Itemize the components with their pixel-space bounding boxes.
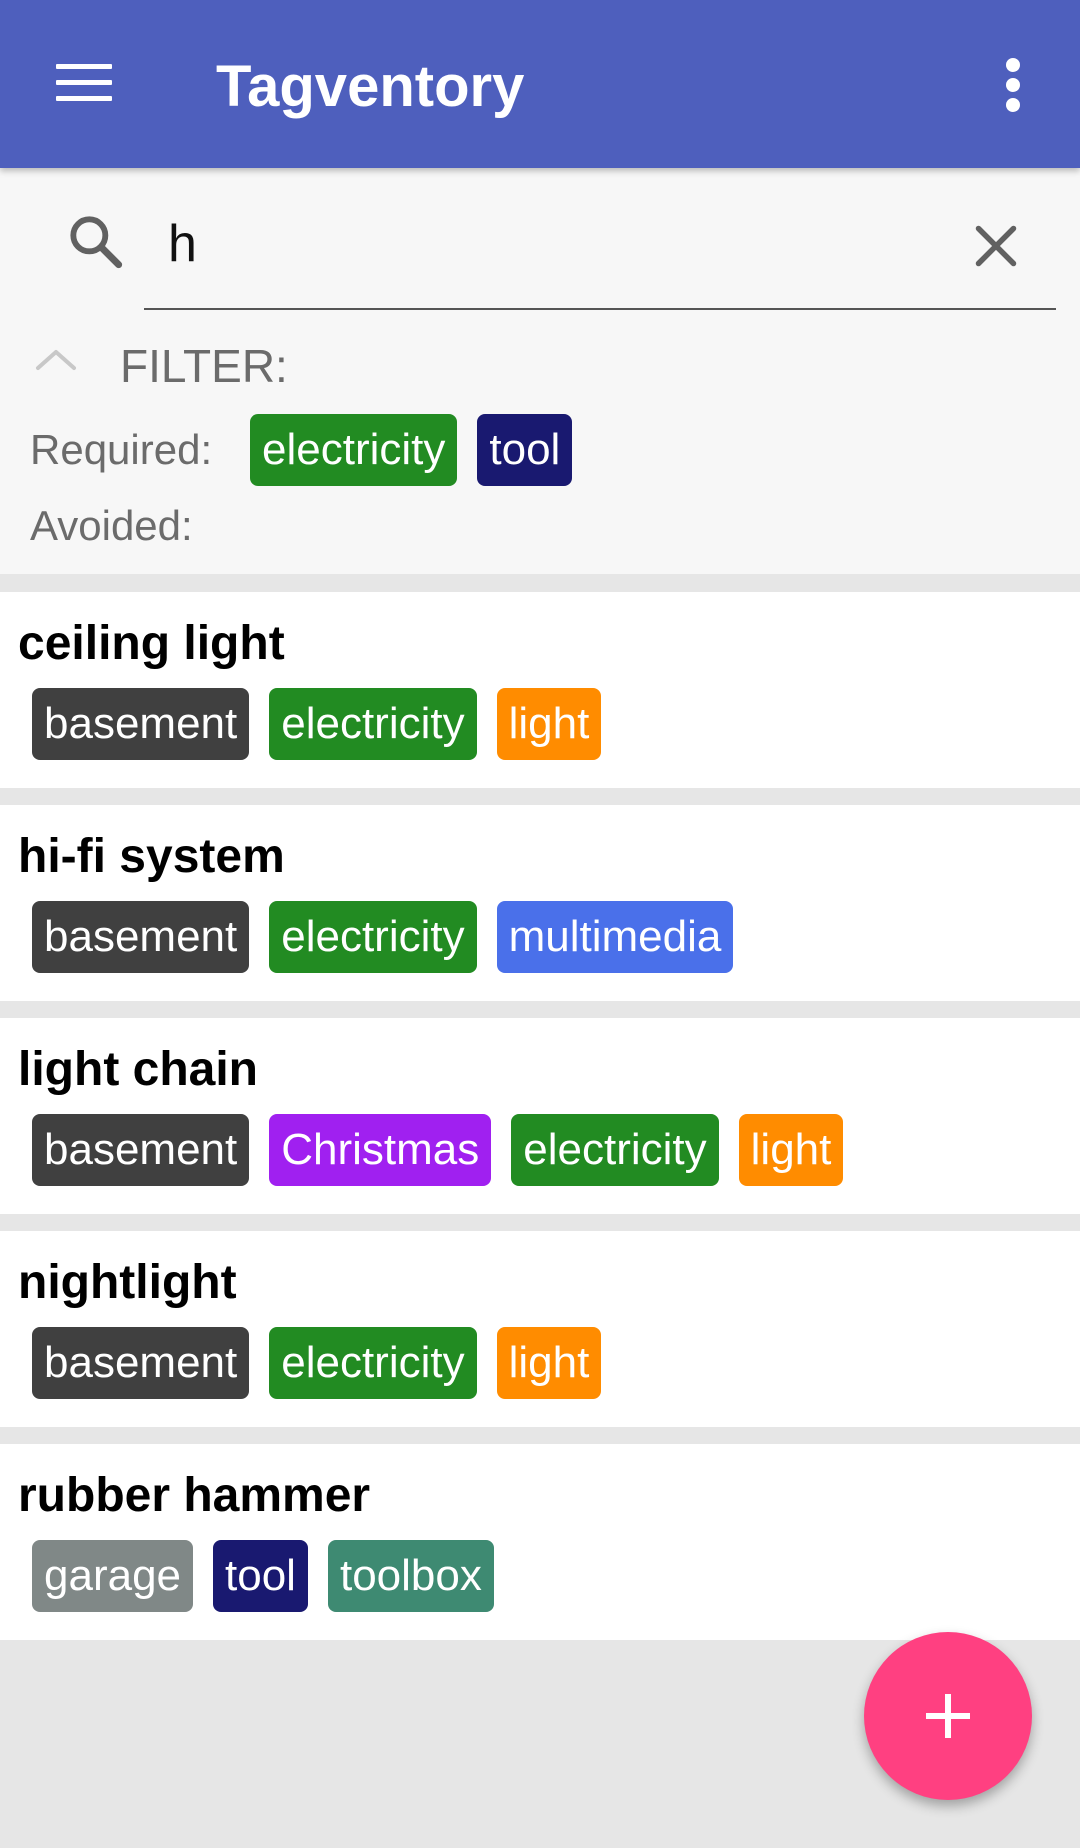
add-item-button[interactable] xyxy=(864,1632,1032,1800)
more-vert-icon[interactable] xyxy=(996,56,1032,116)
item-card-hi-fi-system[interactable]: hi-fi system basement electricity multim… xyxy=(0,805,1080,1001)
item-tags: garage tool toolbox xyxy=(32,1540,514,1612)
item-tags: basement Christmas electricity light xyxy=(32,1114,863,1186)
tag-garage[interactable]: garage xyxy=(32,1540,194,1612)
tag-basement[interactable]: basement xyxy=(32,1327,250,1399)
avoided-label: Avoided: xyxy=(30,502,193,549)
required-label: Required: xyxy=(30,426,213,473)
tag-basement[interactable]: basement xyxy=(32,688,250,760)
tag-light[interactable]: light xyxy=(496,688,602,760)
item-tags: basement electricity light xyxy=(32,688,621,760)
item-title: ceiling light xyxy=(18,617,285,670)
tag-electricity[interactable]: electricity xyxy=(269,901,477,973)
search-underline xyxy=(144,308,1056,310)
required-tag-electricity[interactable]: electricity xyxy=(250,414,458,486)
app-bar: Tagventory xyxy=(0,0,1080,168)
tag-light[interactable]: light xyxy=(738,1114,844,1186)
required-tag-tool[interactable]: tool xyxy=(477,414,573,486)
item-tags: basement electricity light xyxy=(32,1327,621,1399)
item-card-ceiling-light[interactable]: ceiling light basement electricity light xyxy=(0,592,1080,788)
tag-multimedia[interactable]: multimedia xyxy=(496,901,734,973)
close-icon[interactable] xyxy=(966,216,1026,276)
filter-label: FILTER: xyxy=(120,340,288,392)
item-card-light-chain[interactable]: light chain basement Christmas electrici… xyxy=(0,1018,1080,1214)
tag-tool[interactable]: tool xyxy=(213,1540,308,1612)
item-card-rubber-hammer[interactable]: rubber hammer garage tool toolbox xyxy=(0,1444,1080,1640)
tag-basement[interactable]: basement xyxy=(32,901,250,973)
required-tags: electricity tool xyxy=(250,414,592,486)
item-tags: basement electricity multimedia xyxy=(32,901,753,973)
search-icon xyxy=(70,216,123,269)
search-input[interactable] xyxy=(168,204,908,284)
item-title: nightlight xyxy=(18,1256,237,1309)
search-filter-panel: FILTER: Required: electricity tool Avoid… xyxy=(0,168,1080,574)
tag-electricity[interactable]: electricity xyxy=(511,1114,719,1186)
tag-light[interactable]: light xyxy=(496,1327,602,1399)
tag-electricity[interactable]: electricity xyxy=(269,1327,477,1399)
tag-electricity[interactable]: electricity xyxy=(269,688,477,760)
app-title: Tagventory xyxy=(216,54,525,119)
item-title: light chain xyxy=(18,1043,258,1096)
plus-icon xyxy=(926,1694,970,1738)
hamburger-menu-icon[interactable] xyxy=(56,60,112,106)
chevron-up-icon[interactable] xyxy=(34,344,78,374)
item-title: hi-fi system xyxy=(18,830,285,883)
item-title: rubber hammer xyxy=(18,1469,371,1522)
tag-toolbox[interactable]: toolbox xyxy=(327,1540,494,1612)
tag-basement[interactable]: basement xyxy=(32,1114,250,1186)
tag-christmas[interactable]: Christmas xyxy=(269,1114,492,1186)
item-card-nightlight[interactable]: nightlight basement electricity light xyxy=(0,1231,1080,1427)
